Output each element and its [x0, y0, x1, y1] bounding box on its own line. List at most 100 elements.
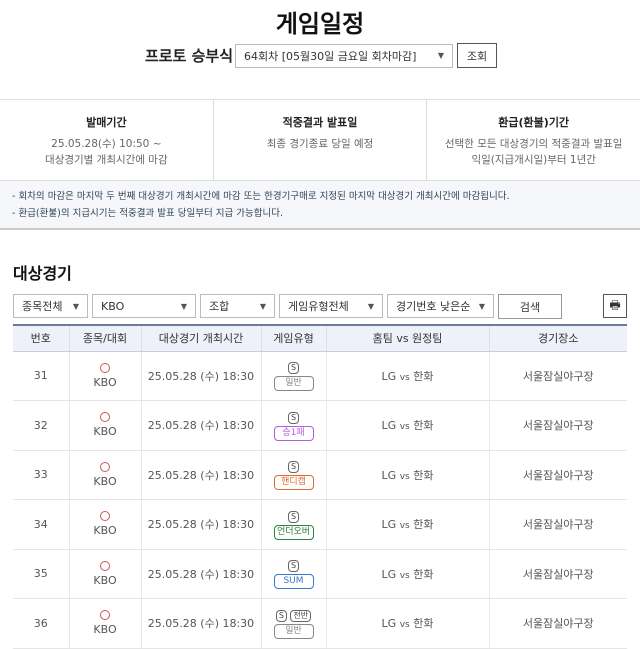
section-title: 대상경기: [13, 264, 72, 283]
game-type-filter[interactable]: 게임유형전체 ▼: [279, 294, 383, 318]
game-time: 25.05.28 (수) 18:30: [140, 549, 261, 599]
printer-icon: 🖶: [609, 297, 621, 312]
baseball-icon: [100, 362, 110, 373]
table-row[interactable]: 31 KBO 25.05.28 (수) 18:30 S 일반 LG vs 한화 서…: [13, 351, 627, 401]
baseball-icon: [100, 412, 110, 423]
away-team: 한화: [413, 468, 434, 482]
home-team: LG: [381, 617, 397, 631]
vs-label: vs: [399, 521, 410, 532]
notes: - 회차의 마감은 마지막 두 번째 대상경기 개최시간에 마감 또는 한경기구…: [0, 181, 640, 230]
info-text: 선택한 모든 대상경기의 적중결과 발표일: [444, 138, 623, 150]
game-number: 33: [13, 450, 69, 500]
venue: 서울잠실야구장: [488, 598, 627, 649]
col-header: 대상경기 개최시간: [140, 324, 261, 352]
info-text: 25.05.28(수) 10:50 ~: [51, 138, 162, 150]
game-number: 36: [13, 598, 69, 649]
chevron-down-icon: ▼: [180, 301, 187, 311]
league-cell: KBO: [68, 549, 141, 599]
sort-filter[interactable]: 경기번호 낮은순 ▼: [387, 294, 494, 318]
info-title: 발매기간: [86, 116, 127, 129]
teams-cell: LG vs 한화: [325, 499, 489, 550]
round-select-value: 64회차 [05월30일 금요일 회차마감]: [244, 49, 417, 63]
table-row[interactable]: 36 KBO 25.05.28 (수) 18:30 S 전반 일반 LG vs 한…: [13, 598, 627, 649]
search-button[interactable]: 검색: [498, 294, 562, 319]
single-badge: S: [275, 609, 287, 622]
game-type-cell: S 언더오버: [260, 499, 326, 550]
info-text: 익일(지급개시일)부터 1년간: [471, 154, 596, 166]
game-type-badge: 승1패: [273, 425, 314, 441]
teams-cell: LG vs 한화: [325, 598, 489, 649]
round-select[interactable]: 64회차 [05월30일 금요일 회차마감] ▼: [235, 43, 453, 68]
query-button[interactable]: 조회: [457, 43, 497, 68]
venue: 서울잠실야구장: [488, 450, 627, 500]
vs-label: vs: [399, 471, 410, 482]
league-cell: KBO: [68, 598, 141, 649]
col-header: 경기장소: [488, 324, 627, 352]
table-row[interactable]: 32 KBO 25.05.28 (수) 18:30 S 승1패 LG vs 한화 …: [13, 400, 627, 451]
baseball-icon: [100, 560, 110, 571]
home-team: LG: [381, 419, 397, 433]
league-name: KBO: [93, 573, 117, 587]
game-type-cell: S 핸디캡: [260, 450, 326, 500]
chevron-down-icon: ▼: [367, 301, 374, 311]
league-name: KBO: [93, 474, 117, 488]
venue: 서울잠실야구장: [488, 351, 627, 401]
col-header: 홈팀 vs 원정팀: [325, 324, 489, 352]
game-type-cell: S 승1패: [260, 400, 326, 451]
game-type-badge: 언더오버: [273, 524, 314, 540]
info-sale-period: 발매기간 25.05.28(수) 10:50 ~ 대상경기별 개최시간에 마감: [0, 100, 214, 180]
vs-label: vs: [399, 620, 410, 631]
game-number: 32: [13, 400, 69, 451]
info-panel: 발매기간 25.05.28(수) 10:50 ~ 대상경기별 개최시간에 마감 적중…: [0, 99, 640, 181]
vs-label: vs: [399, 570, 410, 581]
page-title: 게임일정: [275, 10, 365, 38]
table-row[interactable]: 34 KBO 25.05.28 (수) 18:30 S 언더오버 LG vs 한화…: [13, 499, 627, 550]
table-row[interactable]: 35 KBO 25.05.28 (수) 18:30 S SUM LG vs 한화 …: [13, 549, 627, 599]
league-cell: KBO: [68, 499, 141, 550]
teams-cell: LG vs 한화: [325, 351, 489, 401]
teams-cell: LG vs 한화: [325, 400, 489, 451]
note: - 환급(환불)의 지급시기는 적중결과 발표 당일부터 지급 가능합니다.: [12, 208, 283, 219]
home-team: LG: [381, 518, 397, 532]
game-type-cell: S 일반: [260, 351, 326, 401]
game-type-badge: 일반: [273, 376, 314, 392]
col-header: 게임유형: [260, 324, 326, 352]
sport-filter[interactable]: 종목전체 ▼: [13, 294, 88, 318]
combo-filter-value: 조합: [209, 300, 230, 313]
filters: 종목전체 ▼ KBO ▼ 조합 ▼ 게임유형전체 ▼ 경기번호 낮은순 ▼ 검색: [13, 294, 562, 319]
game-type-filter-value: 게임유형전체: [288, 300, 349, 313]
col-header: 번호: [13, 324, 69, 352]
round-label: 프로토 승부식: [145, 47, 234, 65]
league-name: KBO: [93, 524, 117, 538]
away-team: 한화: [413, 518, 434, 532]
vs-label: vs: [399, 372, 410, 383]
game-type-cell: S 전반 일반: [260, 598, 326, 649]
table-row[interactable]: 33 KBO 25.05.28 (수) 18:30 S 핸디캡 LG vs 한화 …: [13, 450, 627, 500]
league-cell: KBO: [68, 450, 141, 500]
single-badge: S: [287, 560, 300, 573]
sort-filter-value: 경기번호 낮은순: [396, 300, 471, 313]
single-badge: S: [287, 411, 300, 424]
sport-filter-value: 종목전체: [22, 300, 63, 313]
venue: 서울잠실야구장: [488, 400, 627, 451]
single-badge: S: [287, 362, 300, 375]
teams-cell: LG vs 한화: [325, 549, 489, 599]
game-number: 34: [13, 499, 69, 550]
info-result-date: 적중결과 발표일 최종 경기종료 당일 예정: [214, 100, 428, 180]
baseball-icon: [100, 610, 110, 621]
league-cell: KBO: [68, 400, 141, 451]
venue: 서울잠실야구장: [488, 549, 627, 599]
print-button[interactable]: 🖶: [603, 294, 627, 318]
baseball-icon: [100, 461, 110, 472]
game-type-cell: S SUM: [260, 549, 326, 599]
league-filter[interactable]: KBO ▼: [92, 294, 196, 318]
info-title: 환급(환불)기간: [498, 116, 570, 129]
away-team: 한화: [413, 617, 434, 631]
info-text: 대상경기별 개최시간에 마감: [45, 154, 168, 166]
combo-filter[interactable]: 조합 ▼: [200, 294, 275, 318]
chevron-down-icon: ▼: [72, 301, 79, 311]
game-number: 35: [13, 549, 69, 599]
single-badge: S: [287, 461, 300, 474]
col-header: 종목/대회: [68, 324, 141, 352]
